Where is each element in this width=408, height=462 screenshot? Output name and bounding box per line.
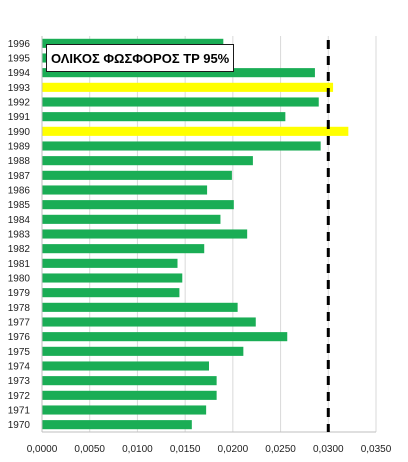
y-tick-label-1973: 1973: [8, 376, 31, 387]
y-tick-label-1995: 1995: [8, 54, 31, 65]
y-tick-label-1980: 1980: [8, 274, 31, 285]
x-tick-label: 0,0000: [27, 444, 58, 455]
y-tick-label-1996: 1996: [8, 39, 31, 50]
x-tick-label: 0,0300: [313, 444, 344, 455]
bar-1988: [42, 156, 253, 166]
bar-1974: [42, 361, 209, 371]
y-tick-label-1992: 1992: [8, 98, 31, 109]
y-tick-label-1975: 1975: [8, 347, 31, 358]
y-tick-label-1981: 1981: [8, 259, 31, 270]
bar-1989: [42, 141, 321, 151]
bar-1981: [42, 258, 178, 268]
chart-title: ΟΛΙΚΟΣ ΦΩΣΦΟΡΟΣ TP 95%: [46, 44, 235, 72]
bar-1980: [42, 273, 183, 283]
x-tick-label: 0,0200: [218, 444, 249, 455]
bar-1996: [42, 38, 224, 48]
bar-1975: [42, 346, 244, 356]
y-tick-label-1991: 1991: [8, 112, 31, 123]
bar-1986: [42, 185, 208, 195]
bar-1970: [42, 420, 192, 430]
y-tick-label-1983: 1983: [8, 230, 31, 241]
bar-1982: [42, 244, 205, 254]
y-tick-label-1993: 1993: [8, 83, 31, 94]
bar-1976: [42, 332, 288, 342]
y-tick-label-1970: 1970: [8, 420, 31, 431]
x-tick-label: 0,0350: [361, 444, 392, 455]
y-tick-label-1974: 1974: [8, 362, 31, 373]
bar-1973: [42, 376, 217, 386]
x-tick-label: 0,0150: [170, 444, 201, 455]
bar-1984: [42, 214, 221, 224]
x-tick-label: 0,0050: [74, 444, 105, 455]
bar-1990: [42, 126, 349, 136]
bar-1977: [42, 317, 256, 327]
bar-1993: [42, 82, 334, 92]
bar-1985: [42, 200, 234, 210]
bar-1979: [42, 288, 180, 298]
bar-1992: [42, 97, 319, 107]
bar-1987: [42, 170, 232, 180]
y-tick-label-1989: 1989: [8, 142, 31, 153]
y-tick-label-1971: 1971: [8, 406, 31, 417]
bar-1971: [42, 405, 207, 415]
bar-1972: [42, 390, 217, 400]
y-tick-label-1990: 1990: [8, 127, 31, 138]
y-tick-label-1984: 1984: [8, 215, 31, 226]
y-tick-label-1985: 1985: [8, 200, 31, 211]
y-tick-label-1978: 1978: [8, 303, 31, 314]
y-tick-label-1982: 1982: [8, 244, 31, 255]
y-tick-label-1987: 1987: [8, 171, 31, 182]
y-tick-label-1986: 1986: [8, 186, 31, 197]
bar-1994: [42, 68, 315, 78]
y-tick-label-1988: 1988: [8, 156, 31, 167]
y-tick-label-1994: 1994: [8, 68, 31, 79]
y-tick-label-1972: 1972: [8, 391, 31, 402]
x-tick-label: 0,0250: [265, 444, 296, 455]
x-tick-label: 0,0100: [122, 444, 153, 455]
y-tick-label-1976: 1976: [8, 332, 31, 343]
bar-1983: [42, 229, 248, 239]
bar-1978: [42, 302, 238, 312]
bar-1991: [42, 112, 286, 122]
y-tick-label-1979: 1979: [8, 288, 31, 299]
y-tick-label-1977: 1977: [8, 318, 31, 329]
